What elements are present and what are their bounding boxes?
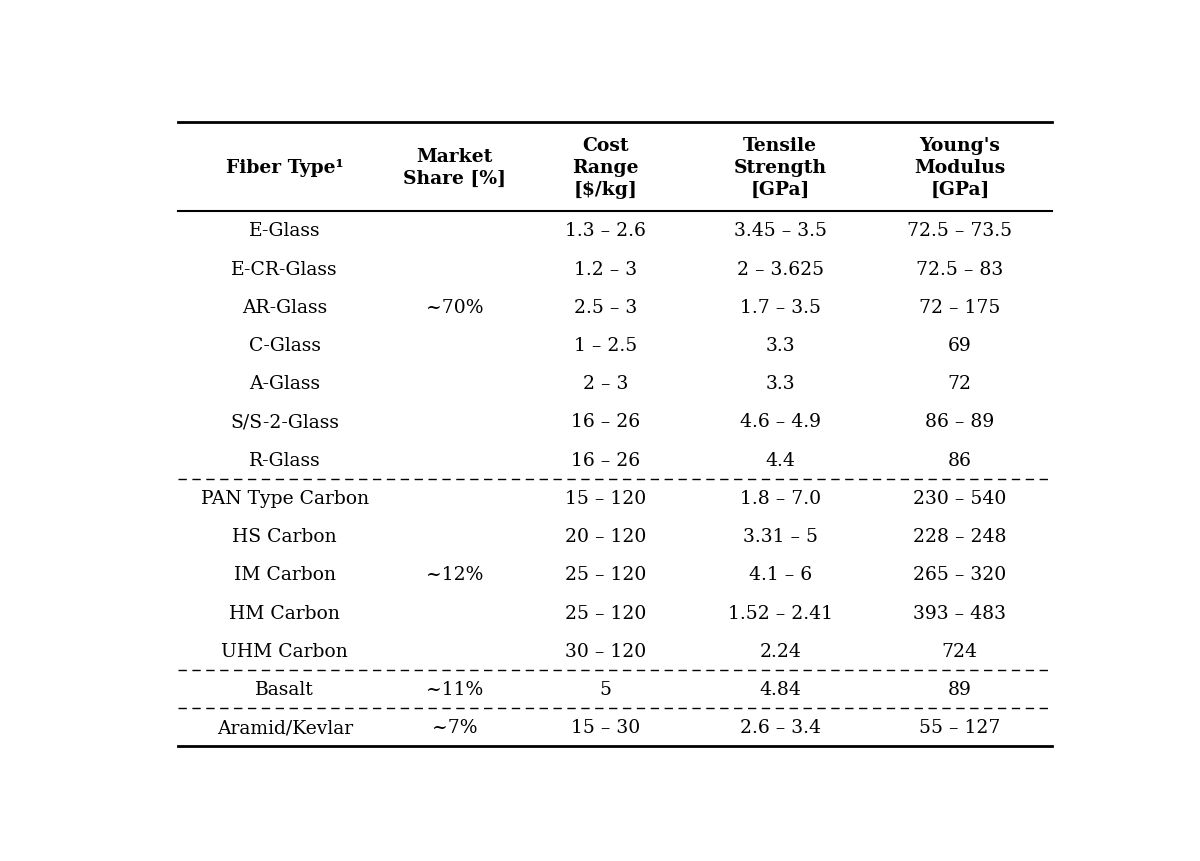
Text: 72.5 – 73.5: 72.5 – 73.5: [907, 222, 1013, 240]
Text: UHM Carbon: UHM Carbon: [221, 642, 348, 660]
Text: E-Glass: E-Glass: [248, 222, 320, 240]
Text: 3.3: 3.3: [766, 337, 794, 355]
Text: 1.8 – 7.0: 1.8 – 7.0: [739, 489, 821, 507]
Text: 30 – 120: 30 – 120: [565, 642, 646, 660]
Text: 228 – 248: 228 – 248: [913, 528, 1007, 546]
Text: Cost
Range
[$/kg]: Cost Range [$/kg]: [572, 136, 638, 199]
Text: 3.45 – 3.5: 3.45 – 3.5: [733, 222, 827, 240]
Text: 5: 5: [599, 680, 611, 698]
Text: Market
Share [%]: Market Share [%]: [403, 147, 506, 188]
Text: 16 – 26: 16 – 26: [571, 413, 640, 431]
Text: 72: 72: [948, 375, 972, 393]
Text: 1.52 – 2.41: 1.52 – 2.41: [727, 604, 833, 622]
Text: 265 – 320: 265 – 320: [913, 566, 1007, 584]
Text: ~70%: ~70%: [426, 299, 484, 317]
Text: 3.31 – 5: 3.31 – 5: [743, 528, 817, 546]
Text: ~11%: ~11%: [426, 680, 484, 698]
Text: IM Carbon: IM Carbon: [234, 566, 336, 584]
Text: Tensile
Strength
[GPa]: Tensile Strength [GPa]: [733, 136, 827, 199]
Text: 20 – 120: 20 – 120: [564, 528, 646, 546]
Text: 89: 89: [948, 680, 972, 698]
Text: 2.24: 2.24: [760, 642, 802, 660]
Text: HM Carbon: HM Carbon: [229, 604, 340, 622]
Text: 72 – 175: 72 – 175: [919, 299, 1001, 317]
Text: 69: 69: [948, 337, 972, 355]
Text: 55 – 127: 55 – 127: [919, 718, 1001, 736]
Text: A-Glass: A-Glass: [250, 375, 320, 393]
Text: 86 – 89: 86 – 89: [925, 413, 995, 431]
Text: PAN Type Carbon: PAN Type Carbon: [200, 489, 368, 507]
Text: 16 – 26: 16 – 26: [571, 451, 640, 469]
Text: 15 – 30: 15 – 30: [571, 718, 640, 736]
Text: 230 – 540: 230 – 540: [913, 489, 1007, 507]
Text: 2 – 3: 2 – 3: [582, 375, 628, 393]
Text: 4.6 – 4.9: 4.6 – 4.9: [739, 413, 821, 431]
Text: 1.2 – 3: 1.2 – 3: [574, 260, 637, 278]
Text: 86: 86: [948, 451, 972, 469]
Text: R-Glass: R-Glass: [248, 451, 320, 469]
Text: E-CR-Glass: E-CR-Glass: [232, 260, 338, 278]
Text: ~12%: ~12%: [426, 566, 484, 584]
Text: C-Glass: C-Glass: [248, 337, 320, 355]
Text: 72.5 – 83: 72.5 – 83: [916, 260, 1003, 278]
Text: ~7%: ~7%: [432, 718, 478, 736]
Text: 2.5 – 3: 2.5 – 3: [574, 299, 637, 317]
Text: 2.6 – 3.4: 2.6 – 3.4: [739, 718, 821, 736]
Text: 1.3 – 2.6: 1.3 – 2.6: [565, 222, 646, 240]
Text: 25 – 120: 25 – 120: [564, 566, 646, 584]
Text: Aramid/Kevlar: Aramid/Kevlar: [217, 718, 353, 736]
Text: 1 – 2.5: 1 – 2.5: [574, 337, 637, 355]
Text: AR-Glass: AR-Glass: [242, 299, 328, 317]
Text: Young's
Modulus
[GPa]: Young's Modulus [GPa]: [914, 136, 1006, 199]
Text: Fiber Type¹: Fiber Type¹: [226, 158, 343, 177]
Text: 724: 724: [942, 642, 978, 660]
Text: Basalt: Basalt: [256, 680, 314, 698]
Text: 4.4: 4.4: [766, 451, 796, 469]
Text: 4.1 – 6: 4.1 – 6: [749, 566, 811, 584]
Text: 25 – 120: 25 – 120: [564, 604, 646, 622]
Text: 3.3: 3.3: [766, 375, 794, 393]
Text: 1.7 – 3.5: 1.7 – 3.5: [739, 299, 821, 317]
Text: S/S-2-Glass: S/S-2-Glass: [230, 413, 340, 431]
Text: 393 – 483: 393 – 483: [913, 604, 1007, 622]
Text: 15 – 120: 15 – 120: [565, 489, 646, 507]
Text: 4.84: 4.84: [760, 680, 802, 698]
Text: HS Carbon: HS Carbon: [233, 528, 337, 546]
Text: 2 – 3.625: 2 – 3.625: [737, 260, 823, 278]
